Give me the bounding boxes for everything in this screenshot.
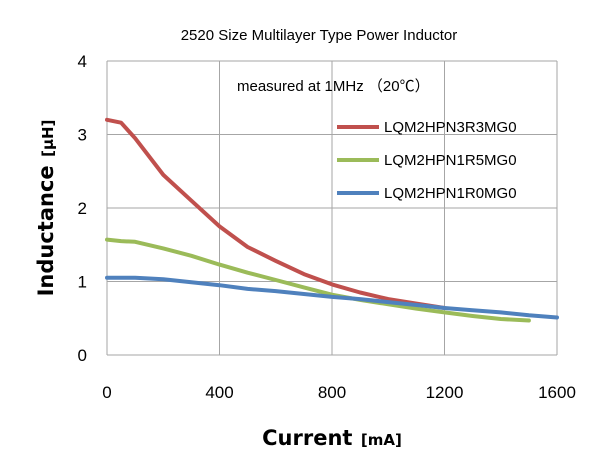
chart-title: 2520 Size Multilayer Type Power Inductor (181, 27, 458, 44)
x-axis-unit: [mA] (361, 431, 402, 449)
x-tick-label: 0 (102, 383, 111, 402)
series-line-lqm2hpn1r0mg0 (105, 275, 559, 320)
y-tick-label: 4 (78, 52, 87, 71)
legend-label: LQM2HPN3R3MG0 (384, 119, 517, 136)
y-tick-label: 3 (78, 126, 87, 145)
x-axis-label: Current [mA] (262, 426, 402, 450)
x-tick-label: 400 (205, 383, 233, 402)
y-axis-title: Inductance (34, 165, 58, 296)
x-tick-label: 800 (318, 383, 346, 402)
x-axis-title: Current (262, 426, 352, 450)
series-line-lqm2hpn1r5mg0 (105, 237, 531, 323)
measurement-note: measured at 1MHz （20℃） (237, 78, 430, 95)
x-tick-label: 1200 (426, 383, 464, 402)
y-tick-label: 2 (78, 199, 87, 218)
tick-labels: 0 1 2 3 4 0 400 800 1200 1600 (78, 52, 576, 402)
legend-label: LQM2HPN1R0MG0 (384, 185, 517, 202)
y-tick-label: 0 (78, 346, 87, 365)
x-tick-label: 1600 (538, 383, 576, 402)
legend-label: LQM2HPN1R5MG0 (384, 152, 517, 169)
series-line-lqm2hpn3r3mg0 (105, 117, 447, 310)
y-axis-unit: [μH] (39, 120, 57, 157)
y-tick-label: 1 (78, 273, 87, 292)
legend: LQM2HPN3R3MG0 LQM2HPN1R5MG0 LQM2HPN1R0MG0 (337, 119, 517, 202)
y-axis-label: Inductance [μH] (34, 120, 58, 297)
series-lines (105, 117, 559, 323)
